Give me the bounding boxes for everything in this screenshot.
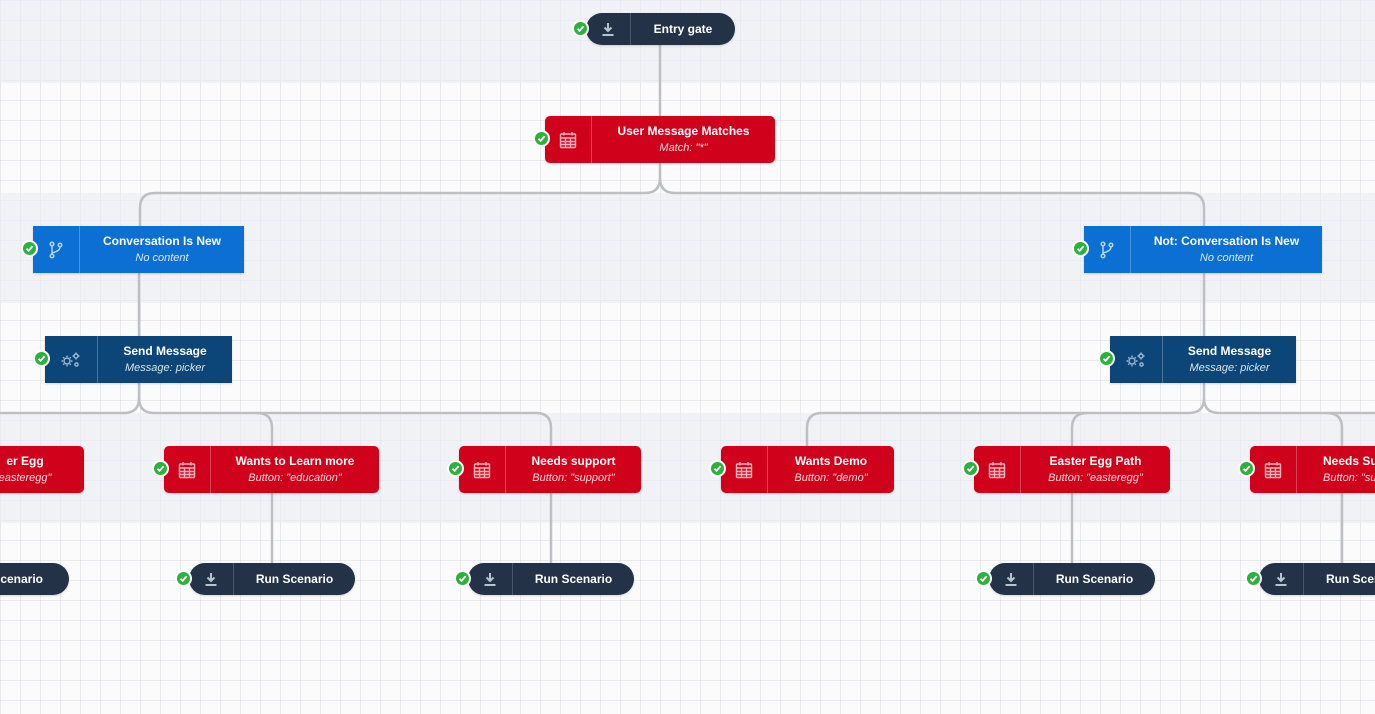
calendar-icon bbox=[974, 446, 1021, 493]
node-title: Not: Conversation Is New bbox=[1153, 233, 1300, 248]
node-title: Send Message bbox=[1187, 343, 1272, 358]
node-subtitle: Match: "*" bbox=[659, 141, 708, 154]
check-icon bbox=[447, 460, 464, 477]
check-icon bbox=[454, 570, 471, 587]
node-title: Wants Demo bbox=[794, 453, 868, 468]
run-scenario-node-4[interactable]: Run Scen bbox=[1259, 563, 1375, 595]
node-subtitle: Button: "demo" bbox=[794, 471, 868, 484]
wire-send-right-to-support bbox=[1202, 397, 1344, 446]
wire-send-left-to-learn bbox=[137, 397, 274, 446]
send-message-node-right[interactable]: Send Message Message: picker bbox=[1110, 336, 1296, 383]
run-scenario-node-2[interactable]: Run Scenario bbox=[468, 563, 634, 595]
wire-match-to-not-conv-new bbox=[658, 177, 1206, 226]
node-title: Needs support bbox=[531, 453, 616, 468]
calendar-icon bbox=[164, 446, 211, 493]
download-icon bbox=[989, 563, 1034, 595]
node-title: Wants to Learn more bbox=[235, 453, 355, 468]
conversation-is-new-node[interactable]: Conversation Is New No content bbox=[33, 226, 244, 273]
check-icon bbox=[1238, 460, 1255, 477]
node-title: Run Scenario bbox=[255, 571, 334, 586]
download-icon bbox=[189, 563, 234, 595]
check-icon bbox=[152, 460, 169, 477]
check-icon bbox=[1098, 350, 1115, 367]
node-subtitle: No content bbox=[1199, 251, 1254, 264]
needs-support-node[interactable]: Needs support Button: "support" bbox=[459, 446, 641, 493]
node-subtitle: Button: "su bbox=[1323, 471, 1375, 484]
node-subtitle: Button: "education" bbox=[248, 471, 342, 484]
calendar-icon bbox=[721, 446, 768, 493]
not-conversation-is-new-node[interactable]: Not: Conversation Is New No content bbox=[1084, 226, 1322, 273]
check-icon bbox=[33, 350, 50, 367]
wants-to-learn-more-node[interactable]: Wants to Learn more Button: "education" bbox=[164, 446, 379, 493]
check-icon bbox=[175, 570, 192, 587]
node-title: cenario bbox=[0, 571, 43, 586]
wire-match-to-conv-new bbox=[138, 162, 662, 226]
easter-egg-path-node[interactable]: Easter Egg Path Button: "easteregg" bbox=[974, 446, 1170, 493]
wire-send-right-to-demo bbox=[805, 397, 1206, 446]
download-icon bbox=[468, 563, 513, 595]
download-icon bbox=[1259, 563, 1304, 595]
user-message-matches-node[interactable]: User Message Matches Match: "*" bbox=[545, 116, 775, 163]
wire-send-left-to-support bbox=[257, 411, 553, 446]
branch-icon bbox=[33, 226, 80, 273]
node-title: Entry gate bbox=[653, 21, 713, 36]
check-icon bbox=[1245, 570, 1262, 587]
entry-gate-node[interactable]: Entry gate bbox=[586, 13, 735, 45]
gears-icon bbox=[45, 336, 98, 383]
check-icon bbox=[962, 460, 979, 477]
check-icon bbox=[709, 460, 726, 477]
node-title: Easter Egg Path bbox=[1049, 453, 1142, 468]
node-subtitle: Message: picker bbox=[124, 361, 206, 374]
gears-icon bbox=[1110, 336, 1163, 383]
node-subtitle: Button: "easteregg" bbox=[1048, 471, 1143, 484]
run-scenario-node-3[interactable]: Run Scenario bbox=[989, 563, 1155, 595]
check-icon bbox=[21, 240, 38, 257]
calendar-icon bbox=[1250, 446, 1297, 493]
wants-demo-node[interactable]: Wants Demo Button: "demo" bbox=[721, 446, 894, 493]
check-icon bbox=[533, 130, 550, 147]
node-title: Run Scenario bbox=[1055, 571, 1134, 586]
easter-egg-node-left[interactable]: er Egg easteregg" bbox=[0, 446, 84, 493]
node-subtitle: Message: picker bbox=[1189, 361, 1270, 374]
wire-send-left-to-easter bbox=[0, 397, 141, 415]
run-scenario-node-0[interactable]: cenario bbox=[0, 563, 69, 595]
node-title: Needs Sup bbox=[1323, 453, 1375, 468]
download-icon bbox=[586, 13, 631, 45]
check-icon bbox=[975, 570, 992, 587]
node-title: Conversation Is New bbox=[102, 233, 222, 248]
node-title: User Message Matches bbox=[617, 123, 750, 138]
calendar-icon bbox=[545, 116, 592, 163]
node-title: Send Message bbox=[123, 343, 207, 358]
check-icon bbox=[1072, 240, 1089, 257]
node-title: er Egg bbox=[6, 453, 44, 468]
send-message-node-left[interactable]: Send Message Message: picker bbox=[45, 336, 232, 383]
node-title: Run Scenario bbox=[534, 571, 613, 586]
node-subtitle: Button: "support" bbox=[532, 471, 615, 484]
run-scenario-node-1[interactable]: Run Scenario bbox=[189, 563, 355, 595]
calendar-icon bbox=[459, 446, 506, 493]
node-title: Run Scen bbox=[1326, 571, 1375, 586]
needs-support-node-right[interactable]: Needs Sup Button: "su bbox=[1250, 446, 1375, 493]
check-icon bbox=[572, 20, 589, 37]
branch-icon bbox=[1084, 226, 1131, 273]
node-subtitle: No content bbox=[135, 251, 189, 264]
wire-send-right-to-easter bbox=[1070, 411, 1088, 446]
node-subtitle: easteregg" bbox=[0, 471, 52, 484]
